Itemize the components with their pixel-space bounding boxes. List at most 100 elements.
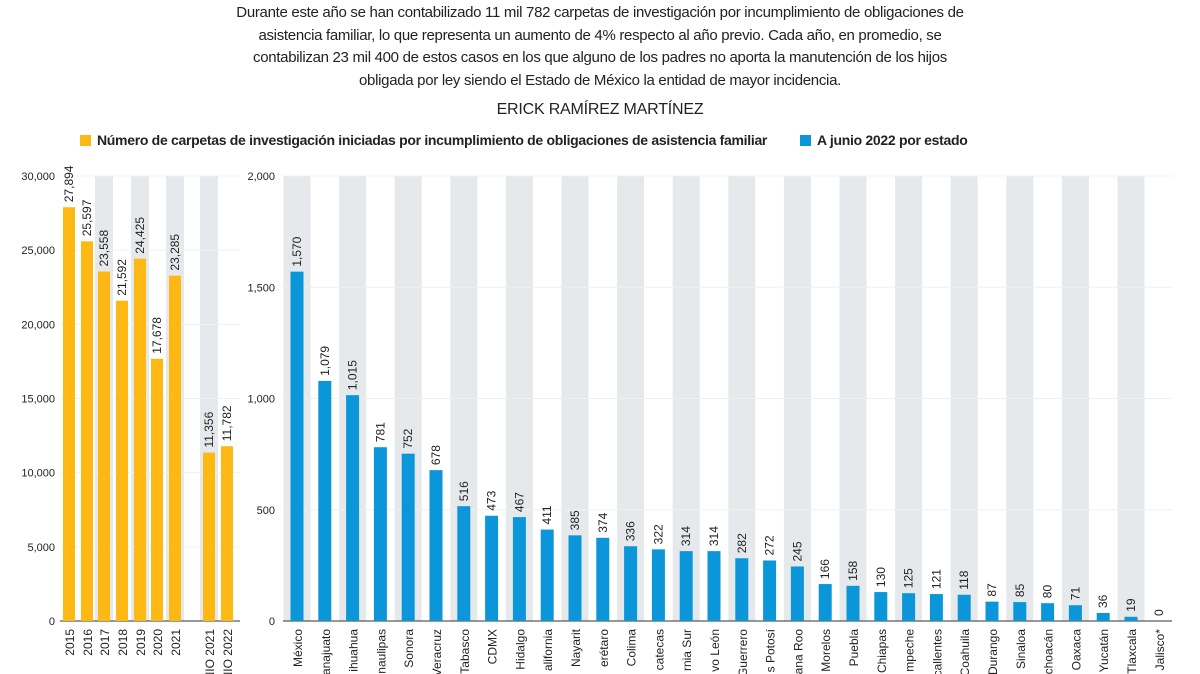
x-category-label: Chiapas (875, 629, 889, 673)
y-tick-label: 25,000 (21, 245, 55, 257)
bar-value-label: 385 (568, 510, 582, 530)
x-category-label: ihuahua (347, 629, 361, 672)
bar (596, 537, 610, 621)
x-category-label: erétaro (597, 629, 611, 667)
x-category-label: 2020 (151, 629, 165, 656)
bar-value-label: 11,356 (202, 411, 216, 447)
bar (1124, 616, 1138, 621)
y-tick-label: 20,000 (21, 319, 55, 331)
x-category-label: ana Roo (791, 629, 805, 674)
x-category-label: mpeche (903, 629, 917, 672)
author: ERICK RAMÍREZ MARTÍNEZ (496, 101, 704, 118)
bar-value-label: 336 (624, 521, 638, 541)
x-category-label: Guerrero (736, 629, 750, 674)
bar-value-label: 166 (818, 559, 832, 579)
bar (540, 529, 554, 621)
bar-value-label: 87 (985, 583, 999, 597)
y-tick-label: 2,000 (247, 171, 275, 183)
x-category-label: Sonora (402, 629, 416, 668)
bar-value-label: 752 (401, 428, 415, 448)
bar-value-label: 272 (763, 535, 777, 555)
bar-value-label: 17,678 (150, 317, 164, 354)
y-tick-label: 0 (269, 616, 275, 628)
bar (568, 535, 582, 621)
x-category-label: 2015 (63, 629, 77, 656)
bar (929, 594, 943, 621)
x-category-label: Puebla (847, 629, 861, 667)
legend-yearly: Número de carpetas de investigación inic… (80, 132, 767, 148)
bar (151, 358, 163, 621)
bar (116, 300, 128, 621)
bar-value-label: 0 (1152, 609, 1166, 616)
bar (790, 566, 804, 621)
bar-value-label: 24,425 (133, 217, 147, 254)
bar (1096, 612, 1110, 621)
bar-value-label: 85 (1013, 583, 1027, 597)
bar (373, 447, 387, 621)
bar-value-label: 282 (735, 533, 749, 553)
intro-text: Durante este año se han contabilizado 11… (236, 4, 964, 89)
x-category-label: Hidalgo (513, 629, 527, 670)
x-category-label: 2018 (116, 629, 130, 656)
bar (846, 585, 860, 621)
bar-value-label: 121 (929, 569, 943, 589)
bar (679, 551, 693, 621)
bar-value-label: 80 (1041, 585, 1055, 599)
legend-swatch-states (800, 134, 811, 146)
bar-value-label: 19 (1124, 598, 1138, 612)
y-tick-label: 30,000 (21, 171, 55, 183)
bar-value-label: 11,782 (220, 405, 234, 441)
bar (818, 584, 832, 621)
legend-states: A junio 2022 por estado (800, 132, 968, 148)
x-category-label: callentes (930, 629, 944, 674)
bar-value-label: 781 (373, 422, 387, 442)
y-tick-label: 15,000 (21, 394, 55, 406)
x-category-label: 2021 (169, 629, 183, 656)
bar-value-label: 467 (512, 492, 526, 512)
x-category-label: naulipas (374, 629, 388, 674)
x-category-label: Oaxaca (1069, 629, 1083, 671)
x-category-label: Coahuila (958, 629, 972, 674)
y-tick-label: 5,000 (27, 542, 55, 554)
bar-value-label: 23,285 (168, 234, 182, 271)
bar (1013, 602, 1027, 621)
bar (957, 594, 971, 621)
x-category-label: México (291, 629, 305, 667)
x-category-label: s Potosí (764, 628, 778, 672)
bar-value-label: 130 (874, 567, 888, 587)
x-category-label: Colima (625, 629, 639, 667)
x-category-label: Nayarit (569, 628, 583, 667)
x-category-label: Yucatán (1097, 629, 1111, 672)
y-tick-label: 500 (257, 505, 275, 517)
x-category-label: Morelos (819, 629, 833, 672)
y-tick-label: 1,000 (247, 394, 275, 406)
bar-value-label: 1,570 (290, 236, 304, 266)
bar-value-label: 36 (1096, 594, 1110, 608)
bar-value-label: 1,015 (346, 360, 360, 390)
bar-value-label: 314 (679, 526, 693, 546)
bar (401, 453, 415, 621)
bar-value-label: 158 (846, 560, 860, 580)
bar-value-label: 411 (540, 505, 554, 524)
bar-value-label: 245 (790, 541, 804, 561)
bar (346, 395, 360, 621)
x-category-label: NIO 2022 (221, 629, 235, 674)
bar (203, 452, 215, 621)
bar (485, 515, 499, 621)
y-tick-label: 1,500 (247, 282, 275, 294)
bar-value-label: 71 (1068, 587, 1082, 601)
bar (290, 271, 304, 621)
bar (624, 546, 638, 621)
bar (429, 470, 443, 621)
bar (707, 551, 721, 621)
x-category-label: alifornia (541, 629, 555, 671)
bar-value-label: 322 (651, 524, 665, 544)
bar (81, 241, 93, 622)
bar (98, 271, 110, 621)
bar-value-label: 125 (902, 568, 916, 588)
bar (902, 593, 916, 621)
x-category-label: rnia Sur (680, 629, 694, 671)
x-category-label: Tabasco (458, 629, 472, 674)
bar (318, 380, 332, 621)
